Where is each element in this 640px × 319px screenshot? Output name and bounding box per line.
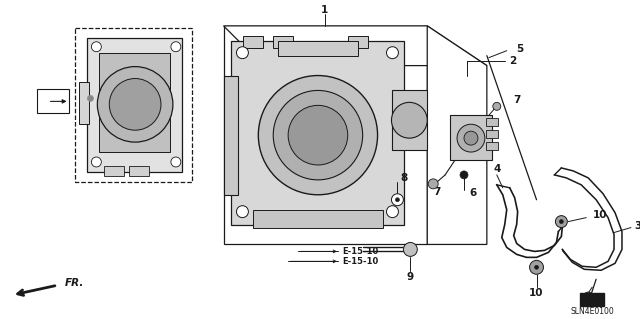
Circle shape	[109, 78, 161, 130]
Circle shape	[529, 260, 543, 274]
Text: 1: 1	[321, 5, 328, 15]
Circle shape	[534, 265, 538, 269]
Circle shape	[392, 102, 428, 138]
Circle shape	[387, 206, 399, 218]
Polygon shape	[223, 26, 487, 66]
Circle shape	[171, 42, 181, 52]
Circle shape	[236, 206, 248, 218]
Text: E-15-10: E-15-10	[342, 247, 378, 256]
Circle shape	[92, 157, 101, 167]
FancyBboxPatch shape	[36, 89, 68, 113]
Text: 2: 2	[509, 56, 516, 66]
Text: 8: 8	[401, 173, 408, 183]
Bar	[486, 118, 498, 126]
Bar	[230, 41, 404, 225]
Circle shape	[428, 179, 438, 189]
Circle shape	[403, 242, 417, 256]
Text: 4: 4	[493, 164, 500, 174]
Circle shape	[259, 76, 378, 195]
Circle shape	[464, 131, 478, 145]
Text: B-4: B-4	[585, 296, 599, 305]
Bar	[223, 26, 428, 244]
Bar	[79, 83, 90, 124]
Circle shape	[236, 47, 248, 59]
Bar	[580, 293, 604, 306]
Bar	[99, 53, 170, 152]
Text: 3: 3	[634, 220, 640, 231]
Circle shape	[460, 171, 468, 179]
Circle shape	[493, 102, 500, 110]
Bar	[74, 28, 192, 182]
Circle shape	[559, 219, 563, 224]
Bar	[223, 76, 239, 195]
Circle shape	[392, 194, 403, 206]
Circle shape	[273, 91, 363, 180]
Circle shape	[88, 95, 93, 101]
Circle shape	[457, 124, 485, 152]
Bar	[129, 166, 149, 176]
Bar	[486, 130, 498, 138]
Circle shape	[396, 198, 399, 202]
Bar	[88, 38, 182, 172]
Circle shape	[387, 47, 399, 59]
Text: E-15-10: E-15-10	[342, 257, 378, 266]
Bar	[278, 41, 358, 56]
Bar	[243, 36, 263, 48]
Circle shape	[171, 157, 181, 167]
Text: 7: 7	[513, 95, 520, 105]
Text: 6: 6	[469, 188, 477, 198]
Bar	[450, 115, 492, 160]
Circle shape	[92, 42, 101, 52]
Bar	[486, 142, 498, 150]
Text: 10: 10	[593, 210, 607, 220]
Circle shape	[583, 292, 593, 302]
Bar	[348, 36, 367, 48]
Text: 7: 7	[433, 187, 441, 197]
Text: SLN4E0100: SLN4E0100	[570, 307, 614, 315]
Circle shape	[288, 105, 348, 165]
Text: 5: 5	[516, 44, 524, 54]
Text: 9: 9	[407, 272, 414, 282]
Circle shape	[556, 216, 567, 227]
Text: E-3: E-3	[45, 97, 61, 106]
Text: FR.: FR.	[65, 278, 84, 288]
Bar	[392, 91, 428, 150]
Text: 10: 10	[529, 288, 544, 298]
Bar	[253, 210, 383, 227]
Bar	[273, 36, 293, 48]
Circle shape	[97, 67, 173, 142]
Bar	[104, 166, 124, 176]
Polygon shape	[428, 26, 487, 244]
